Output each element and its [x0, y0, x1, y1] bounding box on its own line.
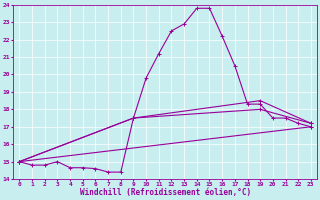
X-axis label: Windchill (Refroidissement éolien,°C): Windchill (Refroidissement éolien,°C) [80, 188, 251, 197]
